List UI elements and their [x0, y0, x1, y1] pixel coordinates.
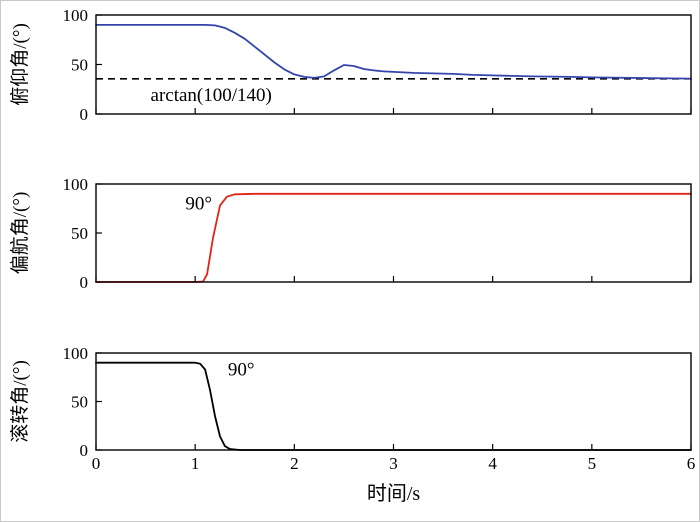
pitch-y-tick-label: 50	[71, 55, 88, 74]
roll-angle-series-line	[95, 361, 692, 451]
roll-y-tick-label: 50	[71, 392, 88, 411]
pitch-y-tick-label: 0	[80, 105, 89, 124]
pitch-annotation: arctan(100/140)	[151, 85, 272, 106]
yaw-subplot: 0 50 100 偏航角/(°) 90°	[9, 175, 692, 292]
yaw-y-tick-label: 50	[71, 224, 88, 243]
roll-plot-box	[95, 352, 692, 451]
x-tick-label: 3	[389, 454, 398, 473]
roll-annotation: 90°	[228, 359, 255, 380]
x-tick-label: 2	[290, 454, 299, 473]
x-tick-label: 0	[92, 454, 101, 473]
pitch-y-tick-label: 100	[63, 6, 89, 25]
roll-subplot: 0 1 2 3 4 5 6 0 50 100 滚转角/(°) 90°	[9, 344, 695, 473]
roll-y-tick-label: 100	[63, 344, 89, 363]
roll-y-tick-label: 0	[80, 441, 89, 460]
pitch-subplot: 0 50 100 俯仰角/(°) arctan(100/140)	[9, 6, 692, 124]
yaw-annotation: 90°	[185, 193, 212, 214]
yaw-y-axis-label: 偏航角/(°)	[9, 192, 31, 275]
yaw-y-tick-label: 100	[63, 175, 89, 194]
pitch-angle-series-line	[95, 23, 692, 80]
x-tick-label: 4	[488, 454, 497, 473]
x-tick-label: 5	[588, 454, 597, 473]
pitch-y-axis-label: 俯仰角/(°)	[9, 23, 31, 106]
x-tick-label: 6	[687, 454, 696, 473]
yaw-y-tick-label: 0	[80, 273, 89, 292]
x-axis-label: 时间/s	[367, 482, 421, 505]
x-tick-label: 1	[191, 454, 200, 473]
roll-y-axis-label: 滚转角/(°)	[9, 360, 31, 443]
